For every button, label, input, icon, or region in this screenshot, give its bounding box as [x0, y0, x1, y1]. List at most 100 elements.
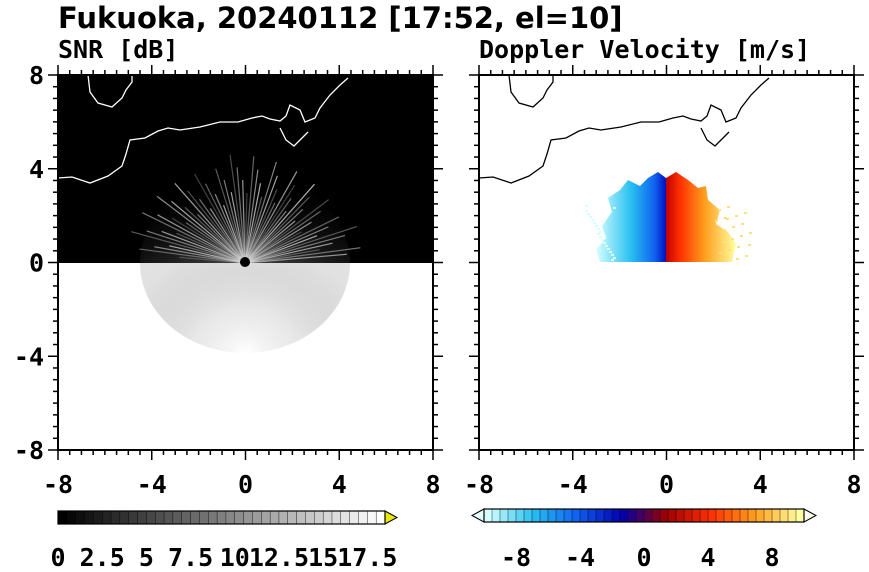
snr-colorbar-cell	[243, 510, 253, 525]
doppler-echo	[596, 172, 736, 262]
doppler-colorbar-cell	[643, 508, 653, 523]
doppler-speckle-cell	[724, 217, 727, 219]
doppler-colorbar-cell	[651, 508, 661, 523]
doppler-colorbar-cell	[619, 508, 629, 523]
doppler-colorbar-cell	[611, 508, 621, 523]
doppler-colorbar-cell	[715, 508, 725, 523]
snr-panel-title: SNR [dB]	[58, 35, 178, 64]
snr-colorbar-cell	[314, 510, 324, 525]
doppler-colorbar-cell	[763, 508, 773, 523]
doppler-speckle-cell	[723, 229, 726, 231]
doppler-speckle-cell	[597, 233, 600, 235]
doppler-colorbar-extend-max	[803, 508, 818, 523]
doppler-speckle-cell	[722, 241, 725, 243]
doppler-colorbar-cell	[579, 508, 589, 523]
doppler-speckle-cell	[597, 228, 600, 230]
snr-colorbar-cell	[261, 510, 271, 525]
doppler-colorbar-tick-label: 8	[764, 543, 779, 572]
doppler-colorbar-cell	[779, 508, 789, 523]
snr-colorbar-tick-label: 5	[139, 543, 154, 572]
doppler-speckle-cell	[587, 213, 590, 215]
doppler-colorbar-tick-label: -8	[501, 543, 531, 572]
doppler-colorbar-cell	[707, 508, 717, 523]
snr-colorbar	[57, 510, 399, 525]
doppler-ticks	[469, 65, 864, 460]
doppler-speckle-cell	[737, 246, 740, 248]
snr-colorbar-cell	[269, 510, 280, 525]
snr-colorbar-cell	[340, 510, 351, 525]
doppler-colorbar-cell	[515, 508, 525, 523]
doppler-speckle-cell	[611, 254, 614, 256]
snr-colorbar-tick-label: 7.5	[168, 543, 213, 572]
doppler-speckle-cell	[591, 219, 594, 221]
snr-colorbar-cell	[172, 510, 183, 525]
snr-panel	[58, 75, 433, 353]
doppler-speckle-cell	[718, 209, 721, 211]
doppler-speckle-cell	[731, 238, 734, 240]
snr-colorbar-cell	[225, 510, 236, 525]
doppler-speckle-cell	[585, 205, 588, 207]
doppler-xtick-label: 0	[659, 470, 674, 499]
doppler-speckle-cell	[603, 242, 606, 244]
doppler-speckle-cell	[732, 226, 735, 228]
doppler-colorbar-cell	[547, 508, 557, 523]
doppler-speckle-cell	[719, 252, 722, 254]
snr-colorbar-tick-label: 17.5	[337, 543, 397, 572]
doppler-speckle-cell	[595, 225, 598, 227]
snr-colorbar-cell	[305, 510, 315, 525]
snr-colorbar-cell	[349, 510, 359, 525]
doppler-colorbar-frame	[483, 508, 805, 523]
figure-title: Fukuoka, 20240112 [17:52, el=10]	[58, 1, 623, 35]
doppler-panel	[585, 172, 752, 262]
snr-xtick-label: -4	[137, 470, 167, 499]
doppler-colorbar-cell	[483, 508, 493, 523]
doppler-coastline	[479, 75, 770, 184]
snr-colorbar-cell	[146, 510, 156, 525]
doppler-speckle-cell	[611, 259, 614, 261]
snr-colorbar-cell	[75, 510, 86, 525]
snr-colorbar-cell	[101, 510, 112, 525]
doppler-speckle-cell	[613, 257, 616, 259]
snr-colorbar-cell	[119, 510, 130, 525]
snr-colorbar-cell	[66, 510, 77, 525]
doppler-colorbar	[470, 508, 818, 523]
doppler-colorbar-cell	[739, 508, 749, 523]
snr-colorbar-cell	[331, 510, 342, 525]
doppler-colorbar-cell	[595, 508, 605, 523]
snr-colorbar-cell	[155, 510, 165, 525]
snr-colorbar-cell	[93, 510, 103, 525]
doppler-colorbar-cell	[563, 508, 573, 523]
doppler-colorbar-cell	[699, 508, 709, 523]
doppler-colorbar-cell	[691, 508, 701, 523]
doppler-speckle-cell	[605, 245, 608, 247]
doppler-speckle-cell	[589, 216, 592, 218]
doppler-speckle-cell	[599, 236, 602, 238]
doppler-colorbar-cell	[531, 508, 541, 523]
snr-ytick-label: 4	[29, 155, 44, 184]
doppler-speckle-cell	[609, 251, 612, 253]
snr-coastline	[58, 75, 349, 184]
doppler-colorbar-cell	[523, 508, 533, 523]
doppler-colorbar-cell	[787, 508, 797, 523]
snr-colorbar-tick-label: 2.5	[80, 543, 125, 572]
snr-colorbar-cell	[190, 510, 200, 525]
snr-ytick-label: 0	[29, 249, 44, 278]
snr-colorbar-cell	[367, 510, 377, 525]
snr-colorbar-cell	[234, 510, 245, 525]
snr-xtick-label: 8	[425, 470, 440, 499]
doppler-speckle-cell	[613, 207, 616, 209]
doppler-speckle-cell	[585, 210, 588, 212]
snr-colorbar-extend-max	[384, 510, 399, 525]
doppler-colorbar-extend-min	[470, 508, 485, 523]
doppler-speckle-cell	[736, 258, 739, 260]
doppler-panel-title: Doppler Velocity [m/s]	[479, 35, 810, 64]
snr-ticks	[48, 65, 443, 460]
doppler-colorbar-cell	[587, 508, 597, 523]
doppler-colorbar-cell	[539, 508, 549, 523]
doppler-speckle-cell	[599, 231, 602, 233]
doppler-speckle-cell	[748, 244, 751, 246]
doppler-speckle-cell	[740, 235, 743, 237]
doppler-colorbar-cell	[659, 508, 669, 523]
doppler-colorbar-cell	[635, 508, 645, 523]
